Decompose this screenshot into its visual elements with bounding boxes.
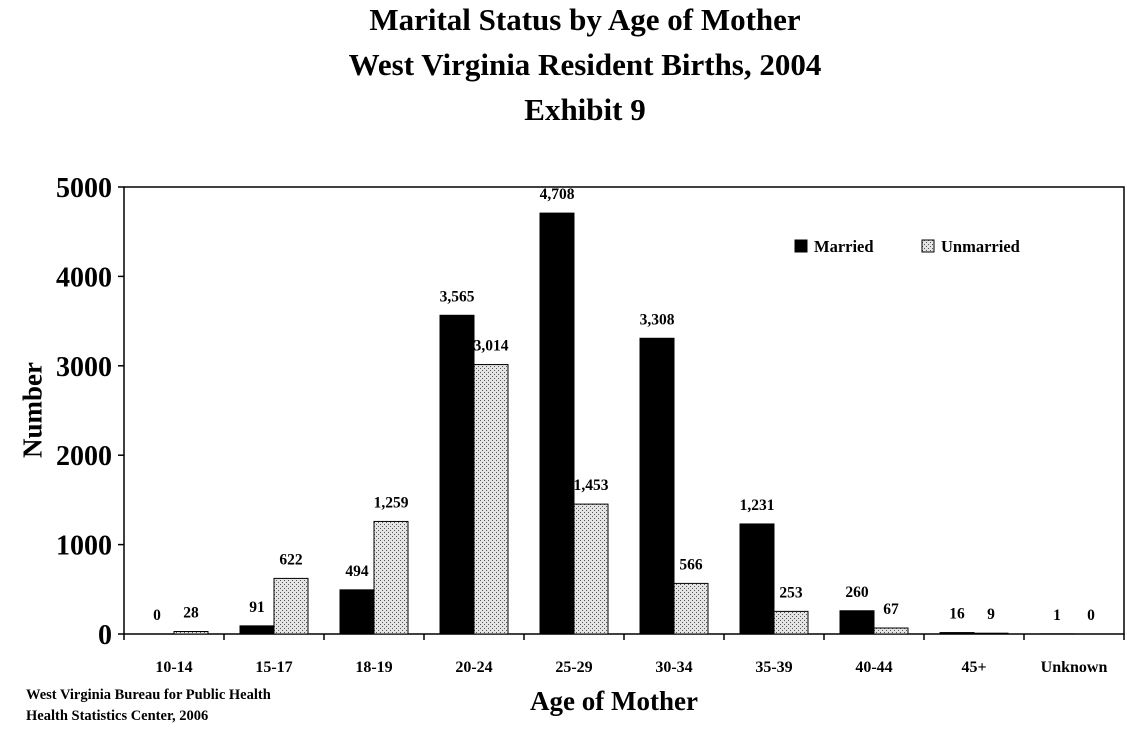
source-line-1: West Virginia Bureau for Public Health bbox=[26, 687, 271, 703]
y-tick-label: 3000 bbox=[56, 352, 112, 383]
data-label: 3,308 bbox=[640, 311, 675, 328]
chart-title-line-2: West Virginia Resident Births, 2004 bbox=[348, 47, 822, 82]
x-axis-title: Age of Mother bbox=[530, 686, 698, 716]
x-tick-label: 30-34 bbox=[655, 659, 692, 676]
source-line-2: Health Statistics Center, 2006 bbox=[26, 708, 209, 724]
bar-married bbox=[739, 523, 775, 635]
chart-title-line-1: Marital Status by Age of Mother bbox=[369, 2, 801, 37]
bar-unmarried bbox=[173, 630, 209, 635]
legend: Married Unmarried bbox=[794, 237, 1020, 256]
bar-unmarried bbox=[573, 503, 609, 635]
data-label: 0 bbox=[1087, 607, 1095, 624]
data-label: 91 bbox=[249, 599, 265, 616]
data-label: 1,453 bbox=[574, 477, 609, 494]
chart-title-line-3: Exhibit 9 bbox=[524, 92, 646, 127]
data-label: 622 bbox=[279, 551, 303, 568]
x-tick-label: 20-24 bbox=[455, 659, 492, 676]
x-axis: 10-14 15-17 18-19 20-24 25-29 30-34 35-39 40-44… bbox=[123, 634, 1125, 676]
data-label: 28 bbox=[183, 604, 199, 621]
data-label: 566 bbox=[679, 556, 703, 573]
x-tick-label: 10-14 bbox=[155, 659, 192, 676]
x-tick-label: 25-29 bbox=[555, 659, 592, 676]
bar-married bbox=[239, 625, 275, 635]
y-tick-label: 2000 bbox=[56, 441, 112, 472]
data-label: 9 bbox=[987, 606, 995, 623]
y-tick-label: 5000 bbox=[56, 173, 112, 204]
bar-married bbox=[539, 212, 575, 635]
bar-married bbox=[339, 589, 375, 635]
bar-married bbox=[839, 610, 875, 635]
data-label: 1,259 bbox=[374, 494, 409, 511]
y-axis: 0 1000 2000 3000 4000 5000 bbox=[56, 173, 124, 651]
bar-unmarried bbox=[873, 627, 909, 635]
legend-swatch-married bbox=[794, 239, 808, 253]
y-tick-label: 1000 bbox=[56, 531, 112, 562]
data-labels-group: 0 91 494 3,565 4,708 3,308 1,231 260 16 1 28 622 1,2… bbox=[153, 186, 1095, 624]
y-tick-label: 4000 bbox=[56, 262, 112, 293]
data-label: 260 bbox=[845, 584, 869, 601]
y-tick-label: 0 bbox=[98, 620, 112, 651]
data-label: 1,231 bbox=[740, 497, 775, 514]
data-label: 253 bbox=[779, 584, 803, 601]
legend-label-married: Married bbox=[814, 237, 874, 256]
bar-married bbox=[939, 632, 975, 635]
bar-married bbox=[639, 337, 675, 635]
data-label: 494 bbox=[345, 563, 369, 580]
data-label: 67 bbox=[883, 601, 899, 618]
legend-swatch-unmarried bbox=[921, 239, 935, 253]
x-tick-label: 15-17 bbox=[255, 659, 292, 676]
data-label: 3,014 bbox=[474, 338, 509, 355]
legend-label-unmarried: Unmarried bbox=[941, 237, 1020, 256]
data-label: 16 bbox=[949, 606, 965, 623]
bar-unmarried bbox=[373, 520, 409, 635]
x-tick-label: 18-19 bbox=[355, 659, 392, 676]
bar-unmarried bbox=[473, 364, 509, 635]
data-label: 4,708 bbox=[540, 186, 575, 203]
bar-unmarried bbox=[273, 577, 309, 635]
bar-unmarried bbox=[973, 632, 1009, 635]
x-tick-label: 40-44 bbox=[855, 659, 892, 676]
data-label: 3,565 bbox=[440, 288, 475, 305]
bar-unmarried bbox=[773, 610, 809, 635]
bar-unmarried bbox=[673, 582, 709, 635]
x-tick-label: 45+ bbox=[961, 659, 986, 676]
x-tick-label: Unknown bbox=[1041, 659, 1108, 676]
bars-group bbox=[173, 212, 1075, 635]
bar-married bbox=[439, 314, 475, 635]
data-label: 1 bbox=[1053, 607, 1061, 624]
data-label: 0 bbox=[153, 607, 161, 624]
y-axis-title: Number bbox=[17, 362, 48, 458]
x-tick-label: 35-39 bbox=[755, 659, 792, 676]
